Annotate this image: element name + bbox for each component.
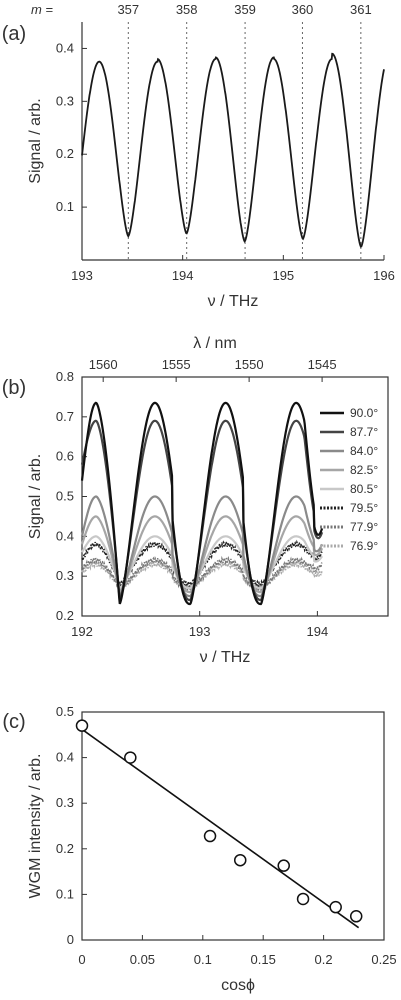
panel-c-y-tick-label: 0 — [67, 932, 74, 947]
panel-b-top-tick-label: 1555 — [162, 357, 191, 372]
panel-a-y-label: Signal / arb. — [27, 98, 44, 183]
panel-c-label: (c) — [2, 711, 25, 733]
panel-b-y-label: Signal / arb. — [27, 454, 44, 539]
panel-a-y-tick-label: 0.1 — [56, 199, 74, 214]
panel-c-data-point — [277, 859, 290, 872]
panel-a-mode-number: 357 — [117, 2, 139, 17]
panel-a-label: (a) — [2, 23, 26, 45]
panel-a-x-tick-label: 195 — [272, 268, 294, 283]
panel-c-data-point — [349, 910, 363, 923]
panel-c-x-label: cosϕ — [221, 977, 255, 994]
panel-b-y-tick-label: 0.2 — [56, 608, 74, 623]
panel-b-legend-label: 79.5° — [350, 501, 378, 515]
panel-b-x-label: ν / THz — [200, 649, 251, 666]
panel-c-frame — [81, 711, 385, 941]
panel-c-x-tick-label: 0.1 — [194, 952, 212, 967]
panel-a-x-tick-label: 194 — [172, 268, 194, 283]
panel-c-x-tick-label: 0.15 — [251, 952, 276, 967]
panel-b-series-line — [81, 539, 323, 589]
panel-a-mode-number: 361 — [350, 2, 372, 17]
panel-b-top-x-label: λ / nm — [193, 335, 237, 352]
panel-c-x-tick-label: 0 — [78, 952, 85, 967]
panel-c-data-point — [75, 719, 89, 732]
panel-a-m-prefix: m = — [31, 2, 53, 17]
panel-b-legend-label: 80.5° — [350, 482, 378, 496]
panel-c-data-point — [203, 829, 217, 843]
panel-c-y-label: WGM intensity / arb. — [27, 754, 44, 899]
panel-a-signal-line — [81, 52, 385, 248]
panel-a-mode-number: 358 — [176, 2, 198, 17]
panel-c-x-tick-label: 0.2 — [315, 952, 333, 967]
panel-b-legend-label: 84.0° — [350, 444, 378, 458]
panel-c-data-point — [124, 751, 137, 764]
panel-b-y-tick-label: 0.5 — [56, 489, 74, 504]
panel-c-fit-line — [81, 728, 360, 929]
panel-a-y-tick-label: 0.2 — [56, 146, 74, 161]
panel-c-y-tick-label: 0.3 — [56, 795, 74, 810]
panel-b-x-tick-label: 193 — [189, 624, 211, 639]
panel-b-y-tick-label: 0.6 — [56, 449, 74, 464]
panel-b-top-tick-label: 1560 — [89, 357, 118, 372]
panel-c-data-point — [296, 892, 310, 906]
panel-c-y-tick-label: 0.5 — [56, 704, 74, 719]
panel-a-y-tick-label: 0.4 — [56, 40, 74, 55]
panel-b-legend-label: 77.9° — [350, 520, 378, 534]
panel-b-legend-label: 82.5° — [350, 463, 378, 477]
panel-c-x-tick-label: 0.05 — [130, 952, 155, 967]
panel-b-top-tick-label: 1545 — [308, 357, 337, 372]
panel-a-x-label: ν / THz — [208, 293, 259, 310]
panel-c-data-point — [233, 853, 247, 867]
panel-c-y-tick-label: 0.4 — [56, 750, 74, 765]
panel-c-data-point — [329, 900, 342, 914]
panel-b-legend-label: 87.7° — [350, 425, 378, 439]
panel-b-y-tick-label: 0.3 — [56, 568, 74, 583]
panel-a-mode-number: 360 — [292, 2, 314, 17]
panel-c-y-tick-label: 0.1 — [56, 886, 74, 901]
panel-b-top-tick-label: 1550 — [235, 357, 264, 372]
panel-b-x-tick-label: 192 — [71, 624, 93, 639]
panel-c-x-tick-label: 0.25 — [371, 952, 396, 967]
panel-b-label: (b) — [2, 377, 26, 399]
panel-c-y-tick-label: 0.2 — [56, 841, 74, 856]
panel-b-legend-label: 76.9° — [350, 539, 378, 553]
panel-b-legend-label: 90.0° — [350, 406, 378, 420]
panel-b-y-tick-label: 0.7 — [56, 409, 74, 424]
panel-a-x-tick-label: 196 — [373, 268, 395, 283]
panel-a-mode-number: 359 — [234, 2, 256, 17]
panel-b-x-tick-label: 194 — [307, 624, 329, 639]
panel-a-y-tick-label: 0.3 — [56, 93, 74, 108]
panel-b-y-tick-label: 0.4 — [56, 528, 74, 543]
panel-b-y-tick-label: 0.8 — [56, 369, 74, 384]
panel-b-series-line — [80, 401, 324, 606]
panel-b-series-line — [81, 535, 324, 590]
panel-a-x-tick-label: 193 — [71, 268, 93, 283]
